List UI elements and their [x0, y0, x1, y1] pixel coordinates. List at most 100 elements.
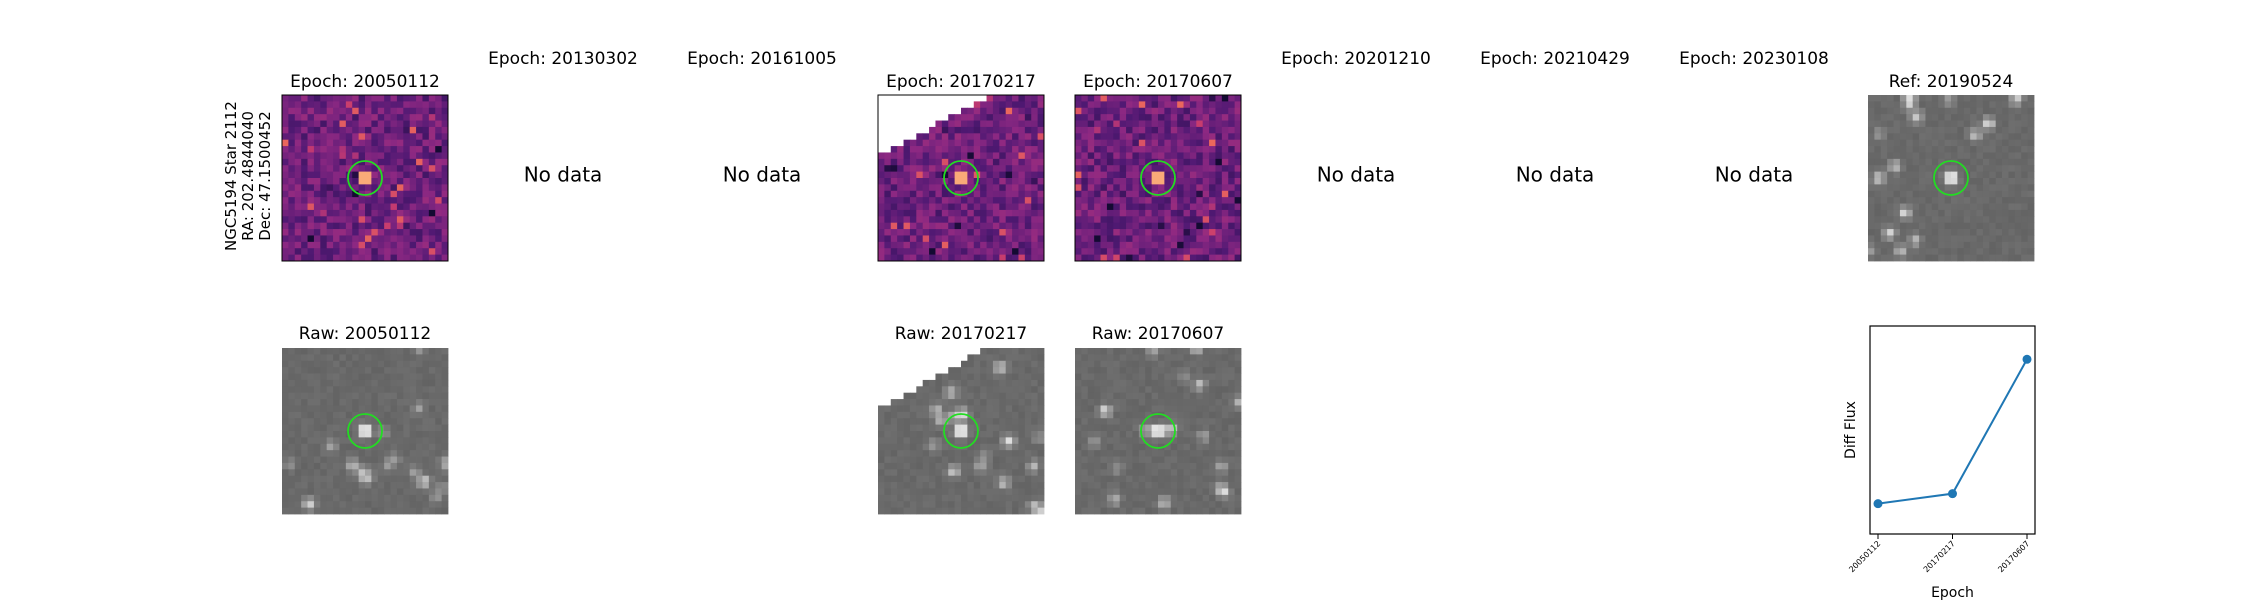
pixel [371, 354, 379, 362]
pixel [1012, 488, 1019, 496]
pixel [333, 190, 340, 198]
pixel [1087, 184, 1095, 192]
pixel [1005, 437, 1013, 445]
pixel [1189, 431, 1197, 438]
pixel [922, 475, 930, 483]
pixel [352, 411, 360, 419]
pixel [288, 494, 296, 502]
pixel [1031, 190, 1039, 198]
pixel [1228, 184, 1236, 192]
pixel [422, 482, 430, 489]
pixel [1170, 248, 1178, 256]
pixel [1138, 235, 1146, 243]
pixel [1228, 482, 1236, 489]
target-circle [1140, 160, 1176, 196]
pixel [1880, 190, 1888, 198]
pixel [441, 120, 449, 128]
pixel [1957, 158, 1965, 166]
pixel [313, 158, 321, 166]
pixel [1906, 171, 1914, 179]
pixel [1228, 114, 1236, 121]
pixel [980, 411, 987, 419]
pixel [396, 418, 404, 426]
pixel [396, 184, 404, 192]
pixel [1094, 235, 1101, 243]
pixel [1912, 229, 1920, 236]
pixel [416, 158, 423, 166]
pixel [1094, 248, 1101, 256]
pixel [345, 146, 353, 153]
pixel [390, 462, 398, 470]
pixel [1119, 190, 1127, 198]
pixel [301, 501, 308, 509]
pixel [422, 120, 430, 128]
pixel [320, 450, 328, 457]
pixel [416, 248, 423, 256]
pixel [1126, 411, 1133, 419]
pixel [948, 450, 956, 457]
pixel [301, 488, 308, 496]
pixel [1005, 222, 1013, 230]
pixel [1963, 120, 1971, 128]
pixel [1081, 399, 1089, 406]
pixel [1995, 235, 2003, 243]
pixel [2027, 203, 2035, 211]
pixel [282, 360, 289, 368]
pixel [992, 488, 1000, 496]
pixel [1024, 101, 1032, 109]
pixel [282, 443, 289, 451]
pixel [1106, 107, 1114, 115]
pixel [1012, 229, 1019, 236]
pixel [1018, 184, 1026, 192]
pixel [1005, 475, 1013, 483]
pixel [409, 101, 417, 109]
pixel [1119, 126, 1127, 134]
pixel [1982, 120, 1990, 128]
pixel [1925, 152, 1933, 160]
pixel [1887, 133, 1894, 141]
pixel [1938, 254, 1946, 262]
pixel [307, 190, 315, 198]
pixel [390, 133, 398, 141]
pixel [1202, 354, 1210, 362]
pixel [416, 399, 423, 406]
pixel [377, 133, 385, 141]
pixel [992, 392, 1000, 400]
pixel [948, 178, 956, 185]
pixel [390, 482, 398, 489]
pixel [961, 126, 968, 134]
pixel [903, 241, 911, 249]
pixel [897, 443, 904, 451]
pixel [1126, 229, 1133, 236]
pixel [1075, 248, 1082, 256]
pixel [1982, 216, 1990, 224]
pixel [1209, 254, 1216, 262]
pixel [948, 216, 956, 224]
pixel [288, 101, 296, 109]
pixel [954, 152, 962, 160]
pixel [1221, 254, 1229, 262]
pixel [1228, 399, 1236, 406]
pixel [1906, 190, 1914, 198]
pixel [301, 411, 308, 419]
pixel [416, 184, 423, 192]
pixel [1037, 133, 1045, 141]
pixel [416, 418, 423, 426]
pixel [1963, 254, 1971, 262]
pixel [1995, 107, 2003, 115]
pixel [371, 475, 379, 483]
pixel [941, 171, 949, 179]
pixel [1228, 133, 1236, 141]
pixel [1151, 475, 1159, 483]
pixel [365, 411, 372, 419]
pixel [1880, 133, 1888, 141]
pixel [1081, 507, 1089, 515]
pixel [884, 216, 892, 224]
pixel [396, 133, 404, 141]
pixel [390, 171, 398, 179]
pixel [288, 216, 296, 224]
pixel [903, 184, 911, 192]
pixel [903, 424, 911, 432]
pixel [294, 139, 302, 147]
pixel [1126, 424, 1133, 432]
